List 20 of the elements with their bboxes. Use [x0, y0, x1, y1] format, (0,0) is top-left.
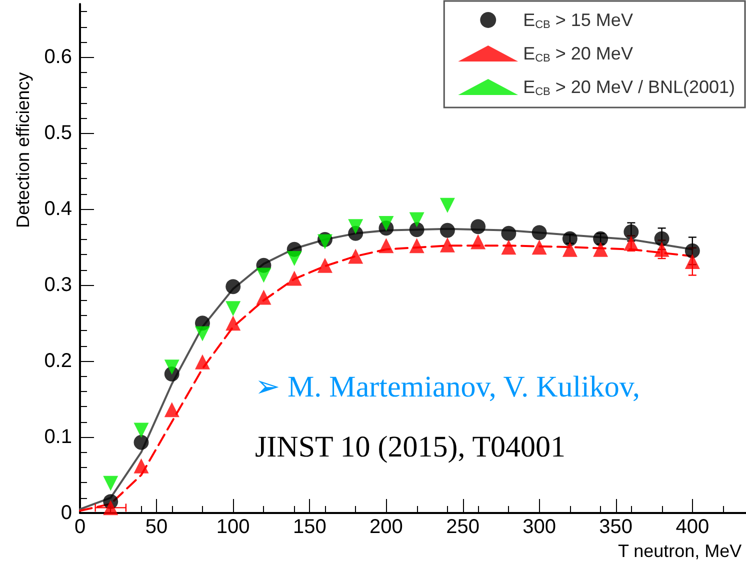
- x-tick-label: 0: [74, 516, 86, 538]
- y-tick-label: 0.5: [44, 122, 72, 144]
- y-tick-label: 0.4: [44, 198, 72, 220]
- y-tick-label: 0.3: [44, 274, 72, 296]
- x-axis-title: T neutron, MeV: [618, 541, 742, 561]
- annotation: JINST 10 (2015), T04001: [255, 430, 566, 464]
- y-tick-label: 0.6: [44, 46, 72, 68]
- y-tick-label: 0.1: [44, 426, 72, 448]
- x-tick-label: 200: [370, 516, 403, 538]
- x-tick-label: 400: [676, 516, 710, 538]
- y-tick-label: 0: [60, 502, 72, 524]
- annotation: ➢ M. Martemianov, V. Kulikov,: [255, 370, 640, 404]
- x-tick-label: 150: [292, 516, 326, 538]
- x-tick-label: 100: [216, 516, 250, 538]
- y-tick-label: 0.2: [44, 350, 72, 372]
- x-tick-label: 250: [446, 516, 480, 538]
- y-axis-title: Detection efficiency: [13, 72, 33, 228]
- x-tick-label: 300: [522, 516, 556, 538]
- x-tick-label: 350: [599, 516, 633, 538]
- x-tick-label: 50: [145, 516, 168, 538]
